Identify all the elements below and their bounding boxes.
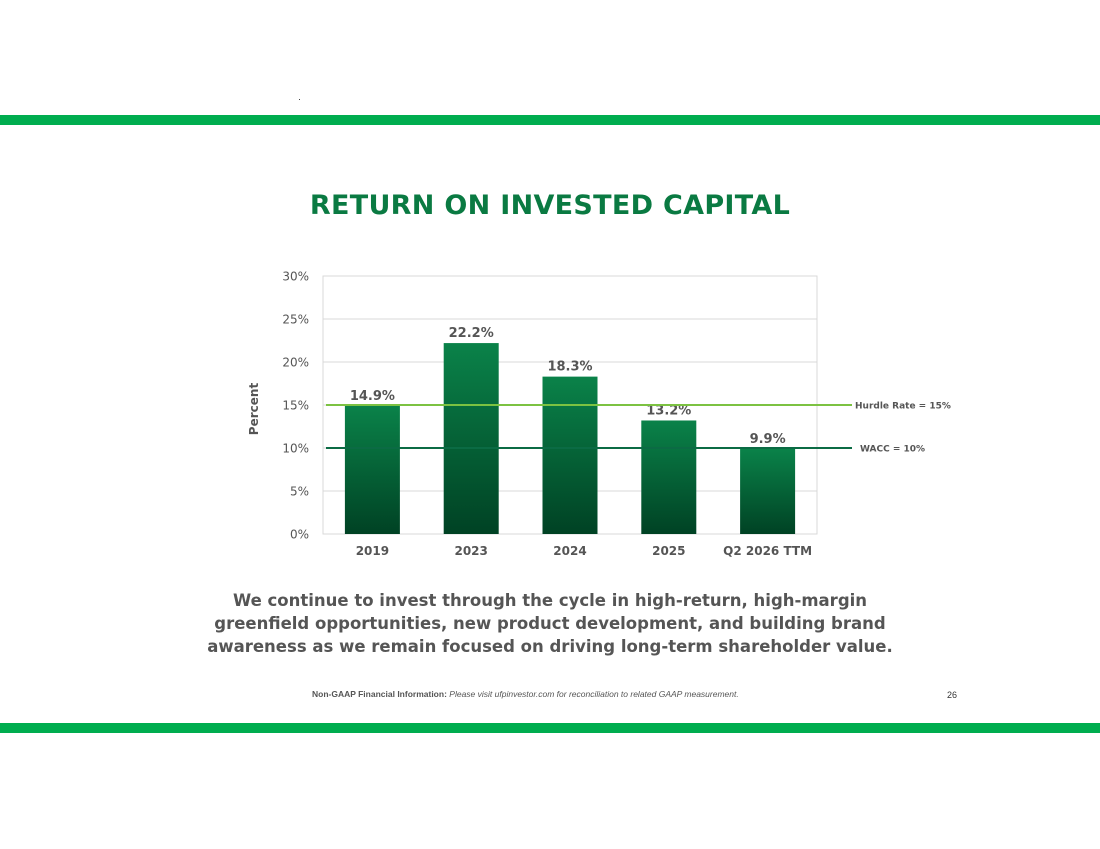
y-tick-label: 15% — [282, 399, 309, 413]
x-tick-label: 2025 — [652, 544, 685, 558]
y-tick-label: 30% — [282, 270, 309, 284]
summary-statement: We continue to invest through the cycle … — [207, 591, 893, 656]
footnote-label: Non-GAAP Financial Information: — [312, 689, 447, 699]
bar — [641, 420, 697, 534]
bar — [344, 405, 400, 534]
x-tick-label: 2023 — [454, 544, 487, 558]
y-tick-label: 5% — [290, 485, 309, 499]
page-number: 26 — [947, 690, 958, 700]
footnote-text: Please visit ufpinvestor.com for reconci… — [449, 689, 739, 699]
bar — [542, 376, 598, 534]
y-tick-label: 0% — [290, 528, 309, 542]
data-label: 18.3% — [547, 360, 592, 375]
chart-data-labels: 14.9% 22.2% 18.3% 13.2% 9.9% — [350, 326, 786, 447]
top-accent-band — [0, 115, 1100, 125]
x-tick-label: Q2 2026 TTM — [723, 544, 812, 558]
stray-mark — [299, 99, 300, 100]
x-axis-tick-labels: 2019 2023 2024 2025 Q2 2026 TTM — [356, 544, 812, 558]
data-label: 9.9% — [750, 432, 786, 447]
data-label: 14.9% — [350, 389, 395, 404]
y-tick-label: 25% — [282, 313, 309, 327]
x-tick-label: 2019 — [356, 544, 389, 558]
bar — [740, 448, 796, 534]
page-title: RETURN ON INVESTED CAPITAL — [309, 190, 791, 221]
y-tick-label: 10% — [282, 442, 309, 456]
bottom-accent-band — [0, 723, 1100, 733]
y-axis-tick-labels: 0% 5% 10% 15% 20% 25% 30% — [282, 270, 309, 542]
bar — [443, 343, 499, 534]
chart-bars — [344, 343, 796, 534]
x-tick-label: 2024 — [553, 544, 586, 558]
y-tick-label: 20% — [282, 356, 309, 370]
data-label: 13.2% — [646, 403, 691, 418]
data-label: 22.2% — [449, 326, 494, 341]
y-axis-label: Percent — [247, 383, 261, 436]
reference-lines: Hurdle Rate = 15% WACC = 10% — [326, 402, 951, 455]
reference-line-label: Hurdle Rate = 15% — [855, 402, 951, 412]
non-gaap-footnote: Non-GAAP Financial Information: Please v… — [312, 689, 739, 699]
reference-line-label: WACC = 10% — [860, 445, 925, 455]
